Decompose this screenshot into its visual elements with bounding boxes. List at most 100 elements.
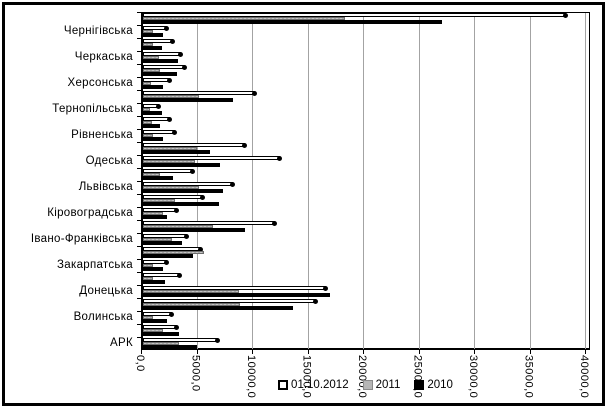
bar-group [143, 129, 177, 142]
x-axis-tick [252, 350, 253, 354]
y-axis-category-label: Одеська [85, 155, 133, 167]
bar-2011 [143, 342, 179, 345]
y-axis-category-label: Чернігівська [63, 25, 133, 37]
bar-2011 [143, 251, 204, 254]
bar-2011 [143, 277, 153, 280]
bar-group [143, 207, 179, 220]
bar-group [143, 220, 277, 233]
bar-01.10.2012 [143, 324, 179, 330]
bar-01.10.2012 [143, 38, 175, 44]
bar-2010 [143, 280, 165, 284]
y-axis-tick [137, 337, 141, 338]
bar-2010 [143, 267, 163, 271]
y-axis-category-label: АРК [110, 337, 133, 349]
legend-marker-2010 [414, 380, 425, 390]
bar-2010 [143, 293, 330, 297]
bar-group [143, 51, 183, 64]
bar-2011 [143, 160, 195, 163]
y-axis-category-label: Львівська [78, 181, 133, 193]
bar-2010 [143, 319, 167, 323]
y-axis-tick [137, 77, 141, 78]
legend-marker-2011 [362, 380, 373, 390]
y-axis-category-label: Херсонська [67, 77, 133, 89]
y-axis-tick [137, 25, 141, 26]
bar-group [143, 246, 204, 259]
bar-2010 [143, 150, 210, 154]
bar-2011 [143, 238, 172, 241]
bar-2011 [143, 69, 160, 72]
bar-2011 [143, 43, 153, 46]
y-axis-category-label: Закарпатська [57, 259, 133, 271]
x-axis-tick-label: 0,0 [134, 355, 146, 372]
x-axis-tick-label: 15000,0 [300, 355, 313, 399]
legend: 01.10.2012 2011 2010 [141, 376, 590, 394]
bar-01.10.2012 [143, 51, 183, 57]
y-axis-tick [137, 168, 141, 169]
bar-01.10.2012 [143, 207, 179, 213]
y-axis-tick [137, 207, 141, 208]
bar-group [143, 64, 187, 77]
x-axis-tick-label: 40000,0 [578, 355, 590, 399]
bar-2010 [143, 59, 178, 63]
gridline [196, 13, 198, 349]
y-axis-category-label: Рівненська [71, 129, 133, 141]
y-axis-category-label: Волинська [73, 311, 133, 323]
bar-group [143, 181, 235, 194]
bar-2011 [143, 264, 153, 267]
bar-01.10.2012 [143, 103, 161, 109]
bar-2010 [143, 111, 162, 115]
y-axis-category-label: Черкаська [74, 51, 133, 63]
bar-01.10.2012 [143, 337, 220, 343]
y-axis-tick [137, 129, 141, 130]
bar-group [143, 298, 318, 311]
bar-01.10.2012 [143, 155, 282, 161]
bar-2011 [143, 82, 151, 85]
y-axis-tick [137, 142, 141, 143]
bar-group [143, 285, 330, 298]
bar-01.10.2012 [143, 220, 277, 226]
x-axis-tick-label: 30000,0 [467, 355, 479, 399]
bar-2010 [143, 163, 220, 167]
y-axis-tick [137, 116, 141, 117]
bar-2010 [143, 137, 163, 141]
bar-group [143, 194, 219, 207]
bar-2011 [143, 17, 345, 20]
bar-2011 [143, 186, 199, 189]
y-axis-tick [137, 103, 141, 104]
legend-marker-01.10.2012 [278, 380, 289, 390]
legend-item: 2011 [362, 379, 400, 391]
bar-2011 [143, 212, 163, 215]
bar-01.10.2012 [143, 181, 235, 187]
bar-2011 [143, 173, 160, 176]
bar-2011 [143, 108, 150, 111]
bar-2010 [143, 33, 163, 37]
bar-01.10.2012 [143, 233, 189, 239]
x-axis-tick [418, 350, 420, 354]
y-axis-category-label: Кіровоградська [47, 207, 133, 219]
bar-2010 [143, 85, 163, 89]
bar-2011 [143, 147, 197, 150]
bar-01.10.2012 [143, 25, 169, 31]
y-axis-tick [137, 285, 141, 286]
bar-01.10.2012 [143, 90, 257, 96]
y-axis-tick [137, 194, 141, 195]
x-axis-tick [141, 350, 142, 354]
x-axis-tick [363, 350, 364, 354]
gridline [307, 13, 309, 349]
bar-2011 [143, 225, 213, 228]
bar-2010 [143, 228, 245, 232]
bar-group [143, 90, 257, 103]
y-axis-tick [137, 259, 141, 260]
y-axis-tick [137, 220, 141, 221]
bar-01.10.2012 [143, 298, 318, 304]
bar-group [143, 77, 172, 90]
x-axis-tick-label: 35000,0 [522, 355, 535, 399]
bar-group [143, 259, 169, 272]
bar-2010 [143, 189, 223, 193]
bar-2010 [143, 306, 293, 310]
bar-2011 [143, 329, 163, 332]
bar-2010 [143, 345, 197, 349]
bar-01.10.2012 [143, 168, 195, 174]
bar-2010 [143, 241, 182, 245]
